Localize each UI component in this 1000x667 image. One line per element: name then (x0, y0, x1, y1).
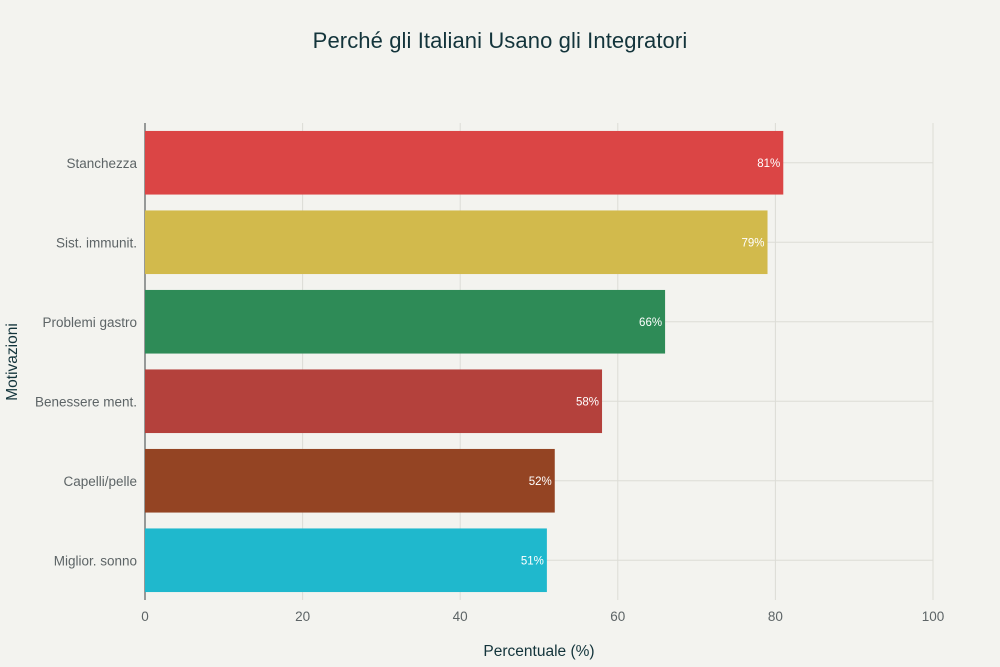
chart-title: Perché gli Italiani Usano gli Integrator… (312, 28, 688, 53)
bar (145, 369, 603, 434)
x-tick-labels: 0 20 40 60 80 100 (141, 609, 944, 624)
category-label: Problemi gastro (42, 315, 137, 330)
bar (145, 289, 666, 354)
data-label: 79% (741, 237, 764, 249)
x-tick-label: 20 (295, 609, 310, 624)
bar (145, 448, 555, 513)
x-tick-label: 80 (768, 609, 783, 624)
category-label: Sist. immunit. (56, 235, 137, 250)
category-label: Miglior. sonno (54, 553, 137, 568)
bar (145, 210, 768, 275)
x-axis-title: Percentuale (%) (483, 643, 594, 660)
category-label: Stanchezza (66, 156, 137, 171)
bar (145, 528, 547, 593)
data-label: 58% (576, 396, 599, 408)
bars (145, 130, 784, 593)
category-labels: Stanchezza Sist. immunit. Problemi gastro B… (35, 156, 138, 569)
x-tick-label: 60 (610, 609, 625, 624)
x-tick-label: 0 (141, 609, 149, 624)
x-tick-label: 40 (453, 609, 468, 624)
x-tick-label: 100 (922, 609, 945, 624)
bar (145, 130, 784, 195)
data-label: 66% (639, 317, 662, 329)
data-label: 81% (757, 158, 780, 170)
data-label: 51% (521, 555, 544, 567)
data-labels: 81% 79% 66% 58% 52% 51% (521, 158, 780, 568)
data-label: 52% (529, 476, 552, 488)
y-axis-title: Motivazioni (4, 323, 21, 401)
category-label: Benessere ment. (35, 394, 137, 409)
category-label: Capelli/pelle (63, 474, 137, 489)
